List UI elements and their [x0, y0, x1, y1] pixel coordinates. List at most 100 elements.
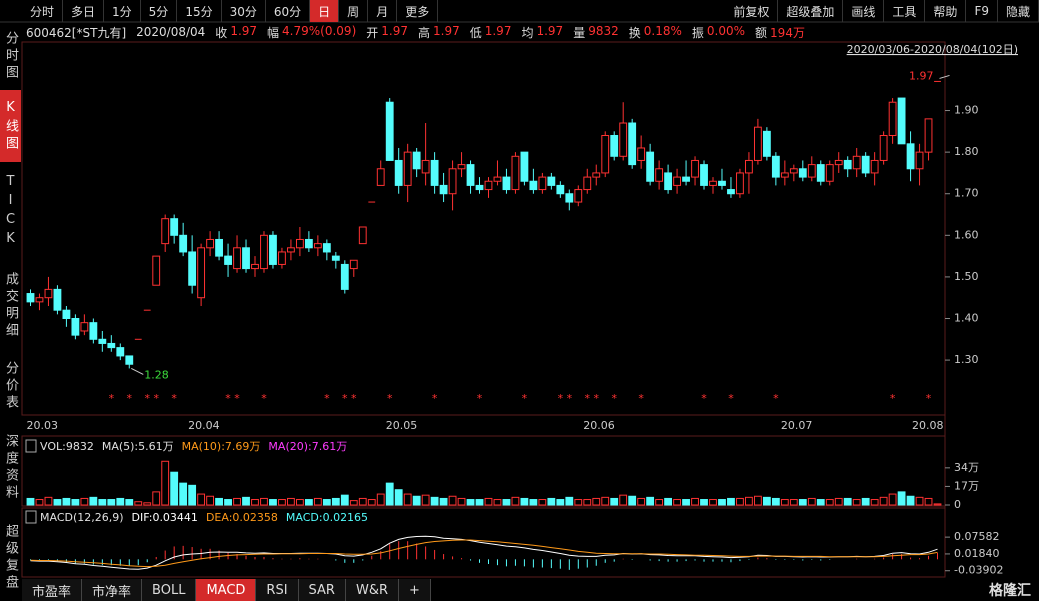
candle-body [843, 159, 852, 170]
indicator-tab[interactable]: MACD [196, 579, 257, 601]
indicator-tab[interactable]: + [399, 579, 431, 601]
indicator-tab[interactable]: RSI [256, 579, 299, 601]
period-button[interactable]: 更多 [397, 0, 439, 22]
info-item: 幅 4.79%(0.09) [267, 24, 356, 41]
volume-bar [44, 496, 53, 506]
x-tick-label: 20.05 [386, 419, 418, 432]
candle-body [906, 143, 915, 170]
candle-body [700, 164, 708, 186]
volume-bar [457, 497, 466, 506]
volume-bar [224, 499, 232, 506]
side-tab[interactable]: 超级复盘 [3, 524, 18, 592]
candle-body [260, 234, 268, 270]
side-tab[interactable]: 分时图 [3, 30, 18, 82]
volume-bar [825, 499, 834, 506]
candle-body [304, 238, 313, 249]
indicator-tab[interactable]: 市盈率 [22, 579, 83, 601]
y-tick-label: 1.90 [954, 104, 979, 117]
period-button[interactable]: 多日 [63, 0, 105, 22]
candle-body [493, 176, 502, 182]
candle-body [520, 151, 529, 182]
volume-bar [466, 499, 475, 506]
event-marker: * [638, 392, 644, 405]
period-button[interactable]: 月 [368, 0, 398, 22]
info-label: 振 [691, 25, 704, 40]
info-item: 均 1.97 [521, 24, 563, 41]
volume-bar [71, 499, 80, 506]
side-tab[interactable]: 深度资料 [3, 434, 18, 502]
volume-bar [789, 499, 798, 506]
volume-bar [906, 495, 915, 506]
info-value: 9832 [588, 23, 619, 38]
candle-body [798, 168, 807, 178]
period-button[interactable]: 15分 [177, 0, 222, 22]
y-tick-label: 1.30 [954, 353, 979, 366]
volume-bar [924, 497, 933, 506]
tool-button[interactable]: 帮助 [925, 0, 967, 22]
indicator-tab[interactable]: 市净率 [82, 579, 143, 601]
candle-body [762, 130, 771, 157]
period-button[interactable]: 5分 [141, 0, 178, 22]
volume-bar [143, 502, 152, 506]
period-button[interactable]: 周 [339, 0, 369, 22]
volume-bar [861, 497, 870, 506]
info-label: 低 [469, 25, 482, 40]
tool-button[interactable]: F9 [966, 0, 998, 22]
tool-button[interactable]: 超级叠加 [778, 0, 844, 22]
period-button[interactable]: 1分 [104, 0, 141, 22]
side-tab[interactable]: K线图 [0, 90, 21, 162]
indicator-tab[interactable]: SAR [299, 579, 346, 601]
event-marker: * [234, 392, 240, 405]
period-button[interactable]: 30分 [222, 0, 266, 22]
candle-body [457, 164, 466, 170]
candle-body [62, 309, 71, 320]
event-marker: * [225, 392, 231, 405]
candle-body [430, 159, 439, 186]
candle-body [331, 255, 340, 261]
tool-button[interactable]: 隐藏 [998, 0, 1039, 22]
side-tab[interactable]: 分价表 [3, 360, 18, 412]
volume-bar [753, 495, 762, 506]
info-label: 量 [573, 25, 586, 40]
tool-toolbar: 前复权 超级叠加 画线 工具 帮助 F9 隐藏 [725, 0, 1039, 22]
legend-entry: DEA:0.02358 [206, 511, 278, 524]
high-label: 1.97 [909, 69, 934, 82]
x-tick-label: 20.03 [26, 419, 58, 432]
candle-body [646, 151, 655, 182]
tool-button[interactable]: 工具 [884, 0, 926, 22]
event-marker: * [594, 392, 600, 405]
candle-body [745, 159, 753, 174]
macd-title: MACD(12,26,9) [40, 511, 124, 524]
indicator-tab[interactable]: BOLL [142, 579, 197, 601]
side-tab[interactable]: 成交明细 [3, 272, 18, 340]
candle-body [538, 176, 547, 191]
candle-body [269, 234, 277, 265]
x-tick-label: 20.04 [188, 419, 220, 432]
volume-bar [430, 496, 439, 506]
candle-body [170, 218, 179, 236]
period-button[interactable]: 日 [310, 0, 340, 22]
info-item: 2020/08/04 [136, 25, 205, 39]
y-tick-label: 1.50 [954, 270, 979, 283]
tool-button[interactable]: 画线 [843, 0, 885, 22]
candle-body [834, 159, 843, 166]
volume-bar [403, 493, 412, 506]
candle-body [340, 263, 349, 290]
side-tab[interactable]: TICK [3, 174, 18, 250]
candle-body [89, 322, 98, 340]
bottom-tabs: 市盈率 市净率 BOLL MACD RSI SAR W&R + [22, 579, 431, 601]
event-marker: * [926, 392, 932, 405]
info-value: 1.97 [484, 23, 512, 38]
candle-body [125, 355, 134, 365]
period-button[interactable]: 60分 [266, 0, 311, 22]
tool-button[interactable]: 前复权 [725, 0, 779, 22]
logo: 格隆汇 [989, 583, 1031, 599]
volume-bar [385, 482, 394, 506]
indicator-tab[interactable]: W&R [346, 579, 399, 601]
event-marker: * [261, 392, 267, 405]
candle-body [35, 297, 44, 303]
volume-bar [287, 497, 295, 506]
info-value: 4.79%(0.09) [282, 23, 357, 38]
period-button[interactable]: 分时 [22, 0, 64, 22]
candle-body [565, 193, 574, 203]
